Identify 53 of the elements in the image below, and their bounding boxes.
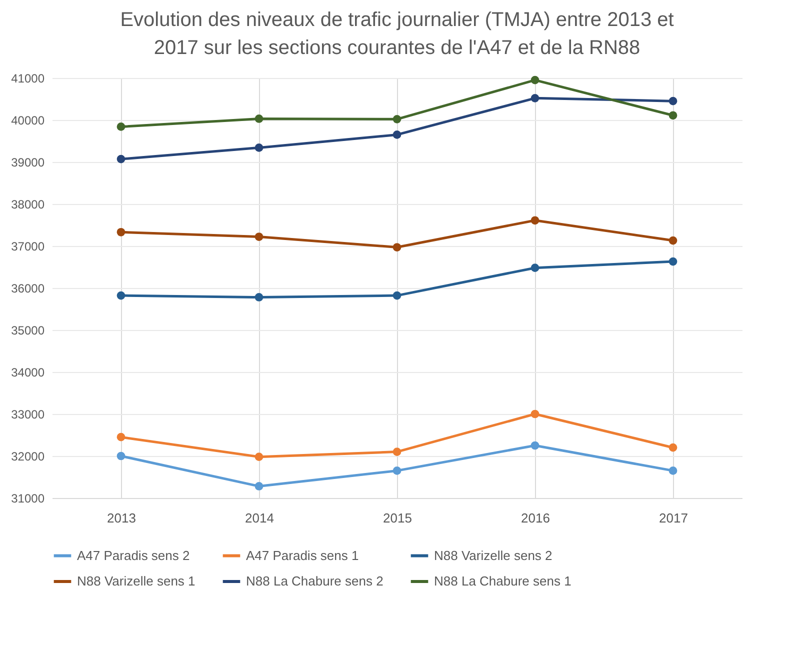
point: [116, 122, 126, 131]
point: [254, 232, 264, 241]
point: [392, 291, 402, 300]
x-tick-label: 2013: [107, 510, 136, 526]
point: [668, 466, 678, 475]
y-tick-label: 37000: [11, 240, 45, 254]
point: [254, 144, 264, 152]
point: [668, 236, 678, 245]
point: [116, 452, 126, 460]
point: [254, 114, 264, 123]
point: [254, 452, 264, 462]
y-tick-label: 40000: [11, 114, 45, 128]
point: [668, 257, 678, 266]
y-tick-label: 34000: [11, 366, 45, 380]
y-tick-label: 31000: [11, 492, 45, 506]
legend-label: A47 Paradis sens 2: [77, 548, 190, 563]
point: [668, 96, 678, 106]
x-tick-label: 2015: [383, 510, 412, 526]
legend-label: N88 La Chabure sens 2: [246, 574, 384, 588]
y-tick-label: 41000: [11, 72, 45, 86]
x-tick-label: 2017: [659, 510, 688, 526]
legend-label: N88 La Chabure sens 1: [434, 574, 572, 588]
y-tick-label: 35000: [11, 324, 45, 338]
y-tick-label: 36000: [11, 282, 45, 296]
point: [668, 443, 678, 452]
point: [116, 291, 126, 300]
legend-label: N88 Varizelle sens 2: [434, 548, 552, 563]
point: [116, 228, 126, 236]
point: [116, 154, 126, 164]
point: [530, 216, 540, 225]
point: [392, 130, 402, 139]
legend-label: N88 Varizelle sens 1: [77, 574, 196, 588]
y-tick-label: 32000: [11, 450, 45, 464]
point: [530, 410, 540, 418]
y-tick-label: 33000: [11, 408, 45, 422]
point: [254, 482, 264, 490]
point: [668, 111, 678, 120]
point: [530, 94, 540, 102]
chart-title: Evolution des niveaux de trafic journalier (TMJA) entre 2013 et 2017 sur les sections courantes de l'A47 et de la RN88: [120, 9, 674, 59]
point: [530, 441, 540, 450]
y-tick-label: 38000: [11, 198, 45, 212]
point: [392, 448, 402, 456]
legend-label: A47 Paradis sens 1: [246, 548, 359, 563]
point: [392, 114, 402, 124]
point: [254, 293, 264, 302]
point: [392, 466, 402, 475]
point: [116, 432, 126, 442]
x-tick-label: 2016: [521, 510, 550, 526]
point: [530, 264, 540, 272]
point: [392, 243, 402, 252]
point: [530, 76, 540, 84]
y-tick-label: 39000: [11, 156, 45, 170]
x-tick-label: 2014: [245, 510, 274, 526]
